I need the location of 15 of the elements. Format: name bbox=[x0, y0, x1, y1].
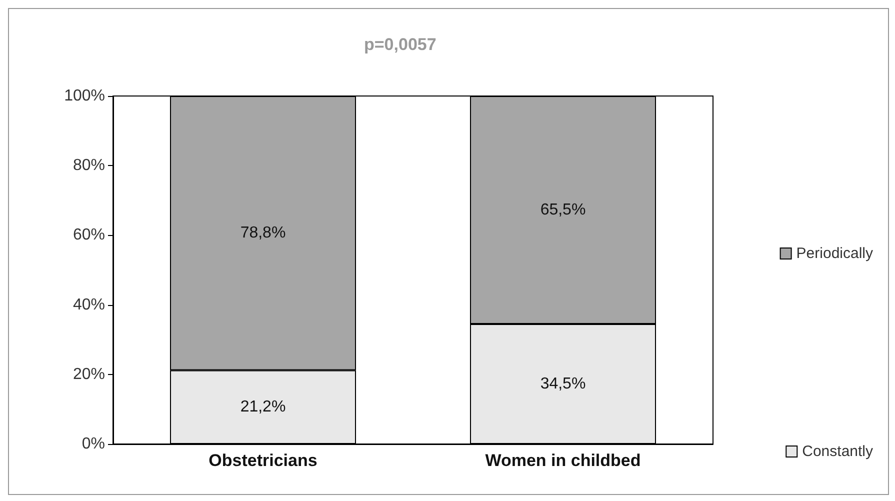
y-tick-label: 100% bbox=[64, 88, 105, 104]
data-label: 65,5% bbox=[540, 201, 586, 218]
chart-title: p=0,0057 bbox=[364, 35, 436, 54]
data-label: 21,2% bbox=[240, 398, 286, 416]
y-tick-label: 0% bbox=[82, 436, 105, 452]
x-tick-label: Women in childbed bbox=[485, 451, 641, 470]
y-tick-label: 60% bbox=[72, 226, 105, 244]
y-tick-label: 20% bbox=[72, 366, 105, 383]
data-label: 34,5% bbox=[540, 375, 586, 392]
legend-label: Constantly bbox=[802, 443, 874, 460]
data-label: 78,8% bbox=[240, 224, 286, 242]
legend-label: Periodically bbox=[796, 245, 874, 262]
y-tick-label: 40% bbox=[72, 296, 105, 314]
y-tick-label: 80% bbox=[72, 157, 105, 174]
x-tick-label: Obstetricians bbox=[208, 451, 318, 470]
